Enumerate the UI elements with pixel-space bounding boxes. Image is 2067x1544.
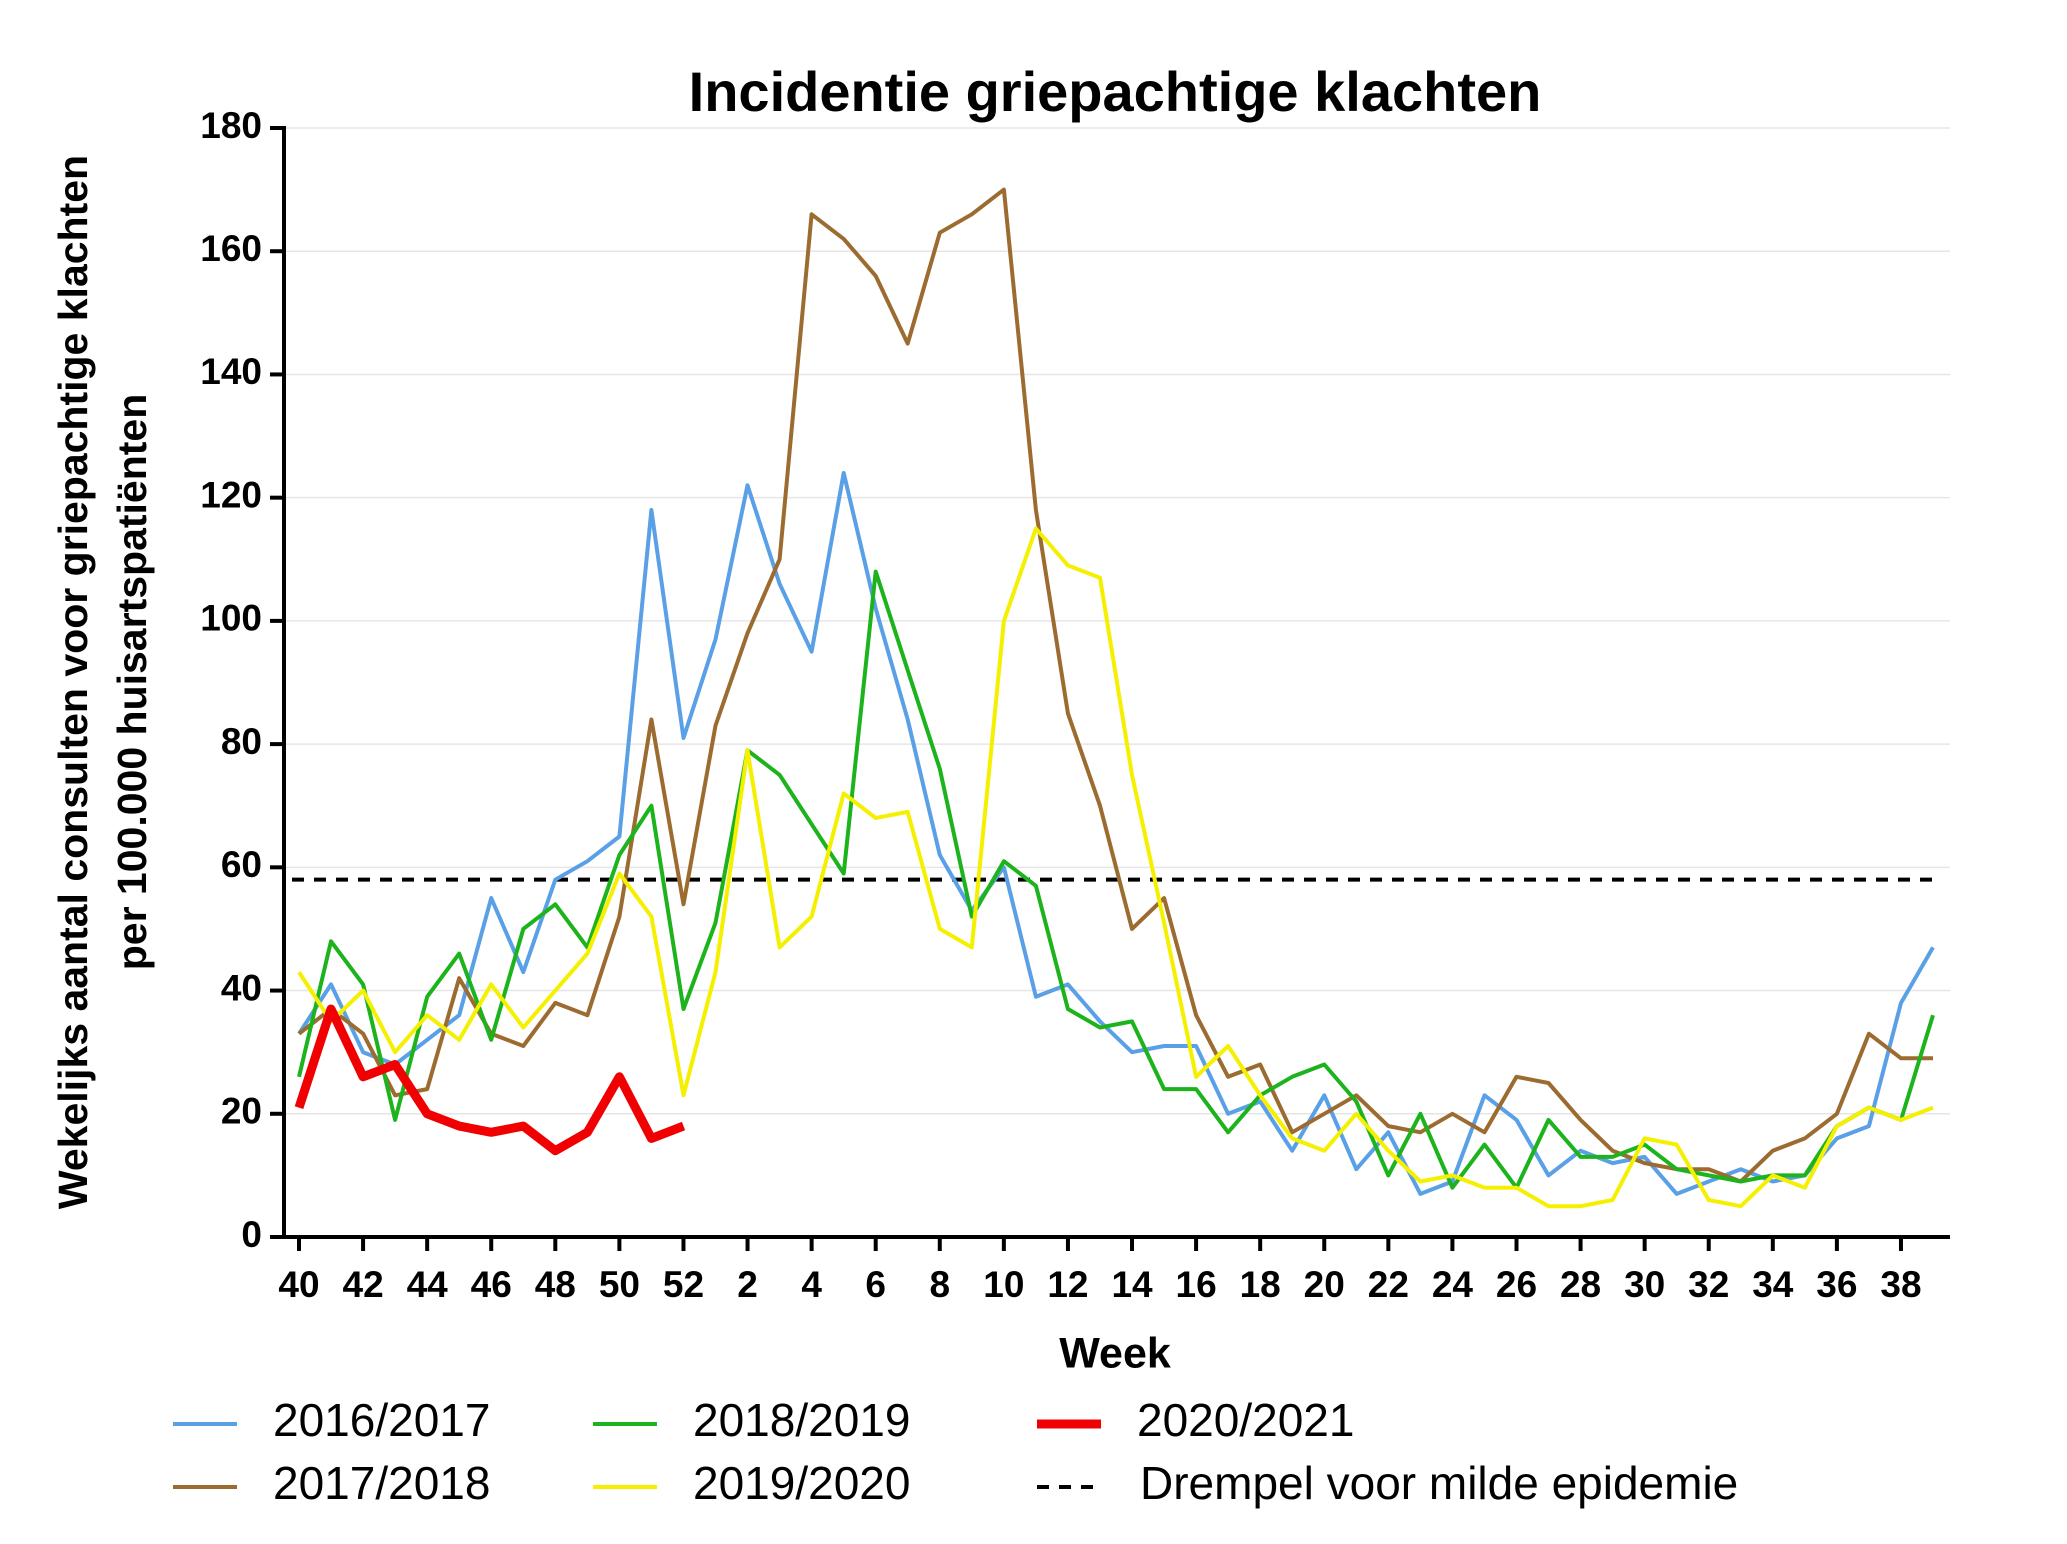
x-tick-label: 30: [1624, 1264, 1665, 1305]
x-tick-label: 10: [983, 1264, 1024, 1305]
x-tick-label: 2: [737, 1264, 758, 1305]
x-tick-label: 32: [1688, 1264, 1729, 1305]
x-tick-label: 18: [1240, 1264, 1281, 1305]
series-line: [297, 471, 1935, 1196]
x-tick-label: 4: [801, 1264, 822, 1305]
y-tick-label: 80: [221, 721, 262, 762]
y-tick-label: 40: [221, 967, 262, 1008]
x-tick-label: 6: [865, 1264, 886, 1305]
y-tick-label: 120: [200, 474, 262, 515]
x-tick-label: 44: [407, 1264, 449, 1305]
x-tick-label: 28: [1560, 1264, 1601, 1305]
series-line: [297, 569, 1935, 1190]
legend-label: 2018/2019: [693, 1394, 910, 1446]
x-tick-label: 24: [1432, 1264, 1474, 1305]
x-tick-label: 8: [929, 1264, 950, 1305]
y-tick-label: 60: [221, 844, 262, 885]
y-tick-label: 100: [200, 598, 262, 639]
x-tick-label: 26: [1496, 1264, 1537, 1305]
x-tick-label: 22: [1368, 1264, 1409, 1305]
y-axis-label: Wekelijks aantal consulten voor griepach…: [50, 155, 96, 1209]
x-tick-label: 20: [1304, 1264, 1345, 1305]
y-tick-label: 0: [241, 1214, 262, 1255]
series-line: [294, 1004, 686, 1156]
y-axis-label: per 100.000 huisartspatiënten: [109, 394, 155, 971]
y-tick-label: 140: [200, 351, 262, 392]
x-tick-label: 36: [1816, 1264, 1857, 1305]
x-tick-label: 12: [1047, 1264, 1088, 1305]
legend-label: 2016/2017: [273, 1394, 490, 1446]
series-line: [297, 187, 1933, 1184]
x-tick-label: 42: [343, 1264, 384, 1305]
legend-label: 2020/2021: [1137, 1394, 1354, 1446]
x-tick-label: 48: [535, 1264, 576, 1305]
y-tick-label: 160: [200, 228, 262, 269]
x-tick-label: 52: [663, 1264, 704, 1305]
x-tick-label: 16: [1176, 1264, 1217, 1305]
x-tick-label: 46: [471, 1264, 512, 1305]
series-line: [297, 526, 1934, 1209]
legend-label: Drempel voor milde epidemie: [1140, 1457, 1738, 1509]
legend-label: 2017/2018: [273, 1457, 490, 1509]
x-tick-label: 34: [1752, 1264, 1794, 1305]
legend-label: 2019/2020: [693, 1457, 910, 1509]
x-axis-label: Week: [1059, 1329, 1171, 1377]
x-tick-label: 40: [278, 1264, 319, 1305]
x-tick-label: 14: [1111, 1264, 1153, 1305]
y-tick-label: 180: [200, 105, 262, 146]
x-tick-label: 50: [599, 1264, 640, 1305]
chart-title: Incidentie griepachtige klachten: [689, 60, 1542, 123]
x-tick-label: 38: [1880, 1264, 1921, 1305]
y-tick-label: 20: [221, 1091, 262, 1132]
